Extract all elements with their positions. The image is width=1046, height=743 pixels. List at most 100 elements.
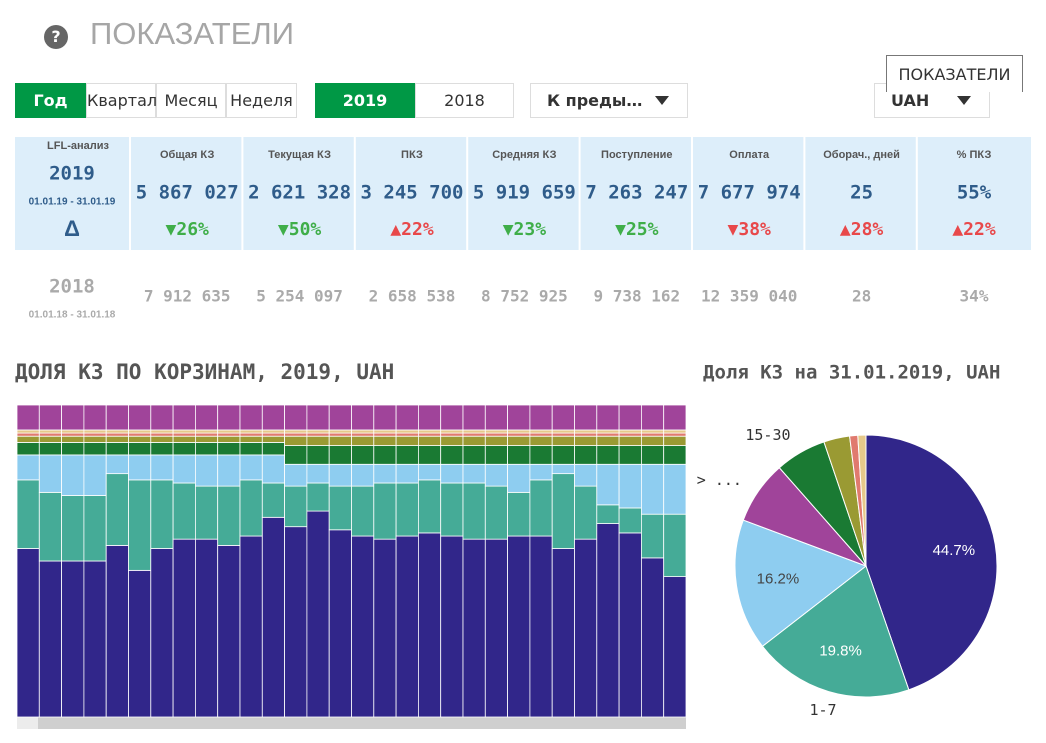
bar-segment — [373, 429, 397, 434]
bar-segment — [641, 404, 665, 431]
kpi-value: 5 919 659 — [473, 182, 576, 204]
bar-segment — [239, 479, 263, 537]
bar-segment — [128, 479, 152, 571]
bar-segment — [284, 432, 308, 437]
bar-segment — [373, 482, 397, 540]
bar-segment — [16, 432, 40, 437]
bar-segment — [395, 535, 419, 718]
bar-segment — [194, 442, 219, 456]
bar-segment — [83, 404, 107, 431]
kpi-header: % ПКЗ — [957, 149, 992, 161]
kpi-header: Оборач., дней — [823, 149, 900, 161]
bar-segment — [172, 429, 196, 434]
bar-segment — [395, 435, 419, 446]
bar-segment — [484, 432, 508, 437]
bar-segment — [440, 535, 464, 718]
bar-segment — [16, 435, 40, 443]
kpi-value: 5 254 097 — [256, 287, 343, 306]
bar-segment — [574, 445, 598, 465]
bar-segment — [38, 491, 62, 562]
kpi-header: ПКЗ — [401, 149, 423, 161]
bar-segment — [351, 404, 375, 431]
bar-segment — [83, 454, 107, 496]
bar-segment — [663, 404, 687, 431]
bar-segment — [462, 482, 486, 540]
bar-segment — [417, 404, 442, 431]
bar-segment — [261, 429, 285, 434]
bar-segment — [217, 435, 241, 443]
bar-segment — [172, 538, 196, 718]
bar-segment — [128, 454, 152, 481]
bar-segment — [128, 442, 152, 456]
bar-segment — [641, 557, 665, 718]
bar-segment — [551, 463, 575, 475]
bar-segment — [351, 432, 375, 437]
bar-segment — [61, 404, 85, 431]
period-button[interactable]: Неделя — [226, 83, 297, 118]
bar-segment — [440, 463, 464, 484]
bar-segment — [150, 442, 174, 456]
bar-segment — [417, 532, 442, 718]
kpi-header: Средняя КЗ — [492, 149, 556, 161]
bar-segment — [373, 445, 397, 465]
bar-segment — [306, 445, 330, 465]
scrollbar — [38, 717, 686, 729]
bar-segment — [417, 435, 442, 446]
bar-segment — [306, 432, 330, 437]
bar-segment — [462, 435, 486, 446]
bar-segment — [395, 463, 419, 484]
bar-segment — [261, 454, 285, 484]
year-button[interactable]: 2018 — [415, 83, 514, 118]
bar-segment — [574, 538, 598, 718]
bar-segment — [306, 510, 330, 718]
bar-segment — [507, 535, 531, 718]
tooltip: ПОКАЗАТЕЛИ — [886, 55, 1023, 92]
bar-segment — [328, 404, 352, 431]
kpi-value: 2 658 538 — [369, 287, 456, 306]
bar-segment — [261, 432, 285, 437]
bar-segment — [16, 548, 40, 718]
bar-segment — [618, 404, 642, 431]
bar-segment — [417, 429, 442, 434]
year-button[interactable]: 2019 — [315, 83, 415, 118]
kpi-value: 9 738 162 — [593, 287, 680, 306]
comparison-dropdown[interactable]: К преды… — [530, 83, 688, 118]
bar-segment — [328, 463, 352, 487]
pie-slice — [857, 434, 867, 567]
period-button[interactable]: Месяц — [156, 83, 226, 118]
bar-segment — [618, 432, 642, 437]
slice-value-label: 16.2% — [757, 570, 800, 587]
bar-segment — [38, 429, 62, 434]
bar-segment — [194, 435, 219, 443]
bar-segment — [618, 532, 642, 718]
help-icon[interactable]: ? — [44, 25, 68, 49]
bar-segment — [574, 435, 598, 446]
bar-segment — [284, 485, 308, 528]
period-button[interactable]: Год — [15, 83, 86, 118]
bar-segment — [551, 435, 575, 446]
period-button[interactable]: Квартал — [86, 83, 157, 118]
bar-segment — [261, 404, 285, 431]
bar-segment — [172, 432, 196, 437]
bar-segment — [663, 576, 687, 718]
bar-segment — [484, 435, 508, 446]
kpi-value: 8 752 925 — [481, 287, 568, 306]
bar-segment — [663, 445, 687, 465]
bar-segment — [529, 435, 553, 446]
bar-segment — [105, 435, 129, 443]
kpi-change: ▼50% — [278, 219, 322, 240]
bar-segment — [663, 463, 687, 515]
bar-segment — [328, 485, 352, 531]
bar-segment — [395, 429, 419, 434]
bar-segment — [16, 454, 40, 481]
kpi-change: ▼23% — [503, 219, 547, 240]
bar-segment — [172, 454, 196, 484]
bar-segment — [239, 404, 263, 431]
bar-segment — [596, 463, 620, 506]
bar-segment — [574, 485, 598, 540]
bar-segment — [83, 442, 107, 456]
bar-segment — [128, 435, 152, 443]
bar-segment — [38, 442, 62, 456]
bar-segment — [217, 429, 241, 434]
